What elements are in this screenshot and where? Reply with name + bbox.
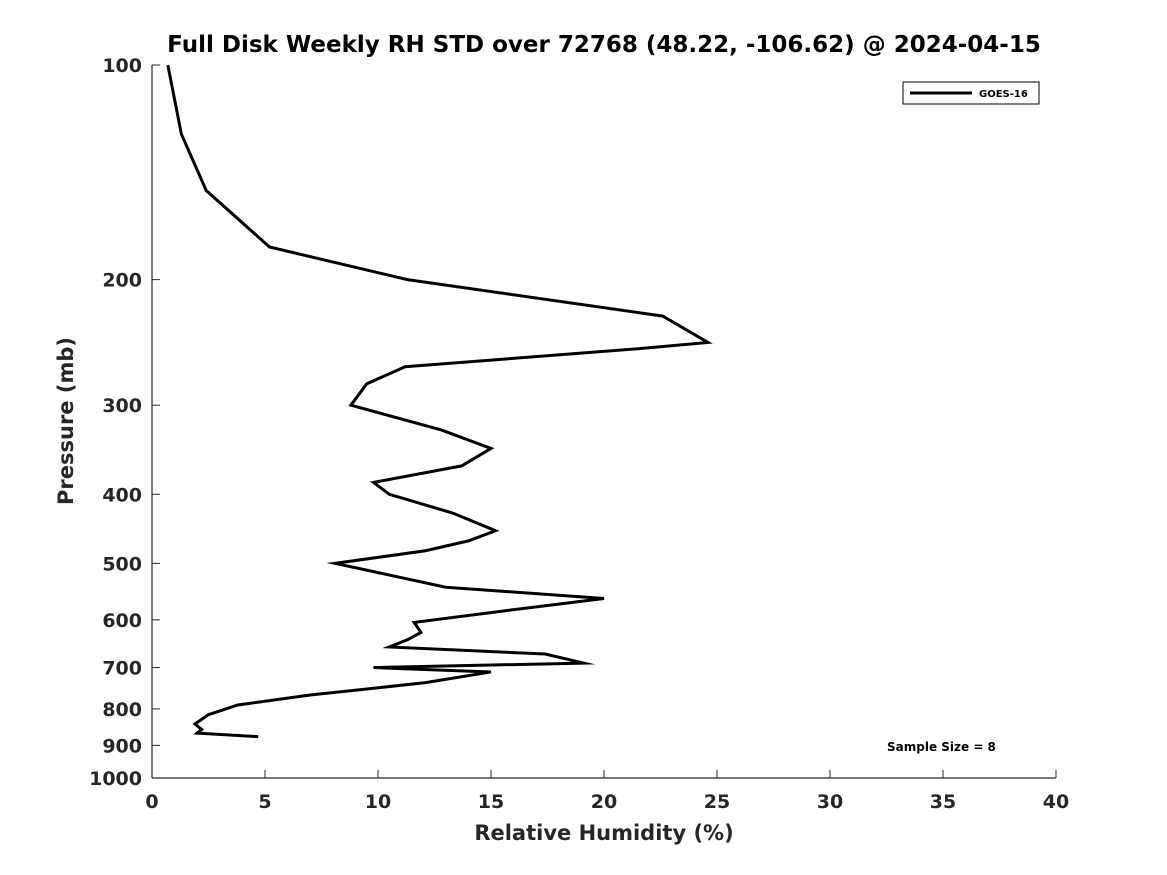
x-tick-label: 10 [365,791,391,813]
x-tick-label: 0 [145,791,158,813]
chart-title: Full Disk Weekly RH STD over 72768 (48.2… [167,32,1041,58]
y-tick-label: 900 [102,735,142,757]
x-tick-label: 35 [930,791,956,813]
legend-entry-goes16: GOES-16 [979,89,1028,100]
y-tick-label: 100 [102,55,142,77]
x-tick-label: 30 [817,791,843,813]
y-tick-label: 1000 [89,768,142,790]
y-tick-label: 500 [102,553,142,575]
y-tick-label: 800 [102,699,142,721]
x-axis-label: Relative Humidity (%) [474,821,733,845]
y-tick-label: 400 [102,484,142,506]
y-tick-label: 700 [102,658,142,680]
x-tick-label: 20 [591,791,617,813]
x-tick-label: 25 [704,791,730,813]
y-tick-label: 600 [102,610,142,632]
x-tick-label: 5 [258,791,271,813]
sample-size-annotation: Sample Size = 8 [887,740,996,754]
axes [151,64,1057,779]
series-line [166,64,713,739]
x-tick-label: 40 [1043,791,1069,813]
legend: GOES-16 [902,81,1040,105]
series-layer [166,64,713,739]
tick-labels: 0 5 10 15 20 25 30 35 40 100 200 300 400 500 600 700 800… [89,55,1069,813]
y-axis-label: Pressure (mb) [54,337,78,505]
x-tick-label: 15 [478,791,504,813]
y-tick-label: 300 [102,395,142,417]
y-tick-label: 200 [102,270,142,292]
